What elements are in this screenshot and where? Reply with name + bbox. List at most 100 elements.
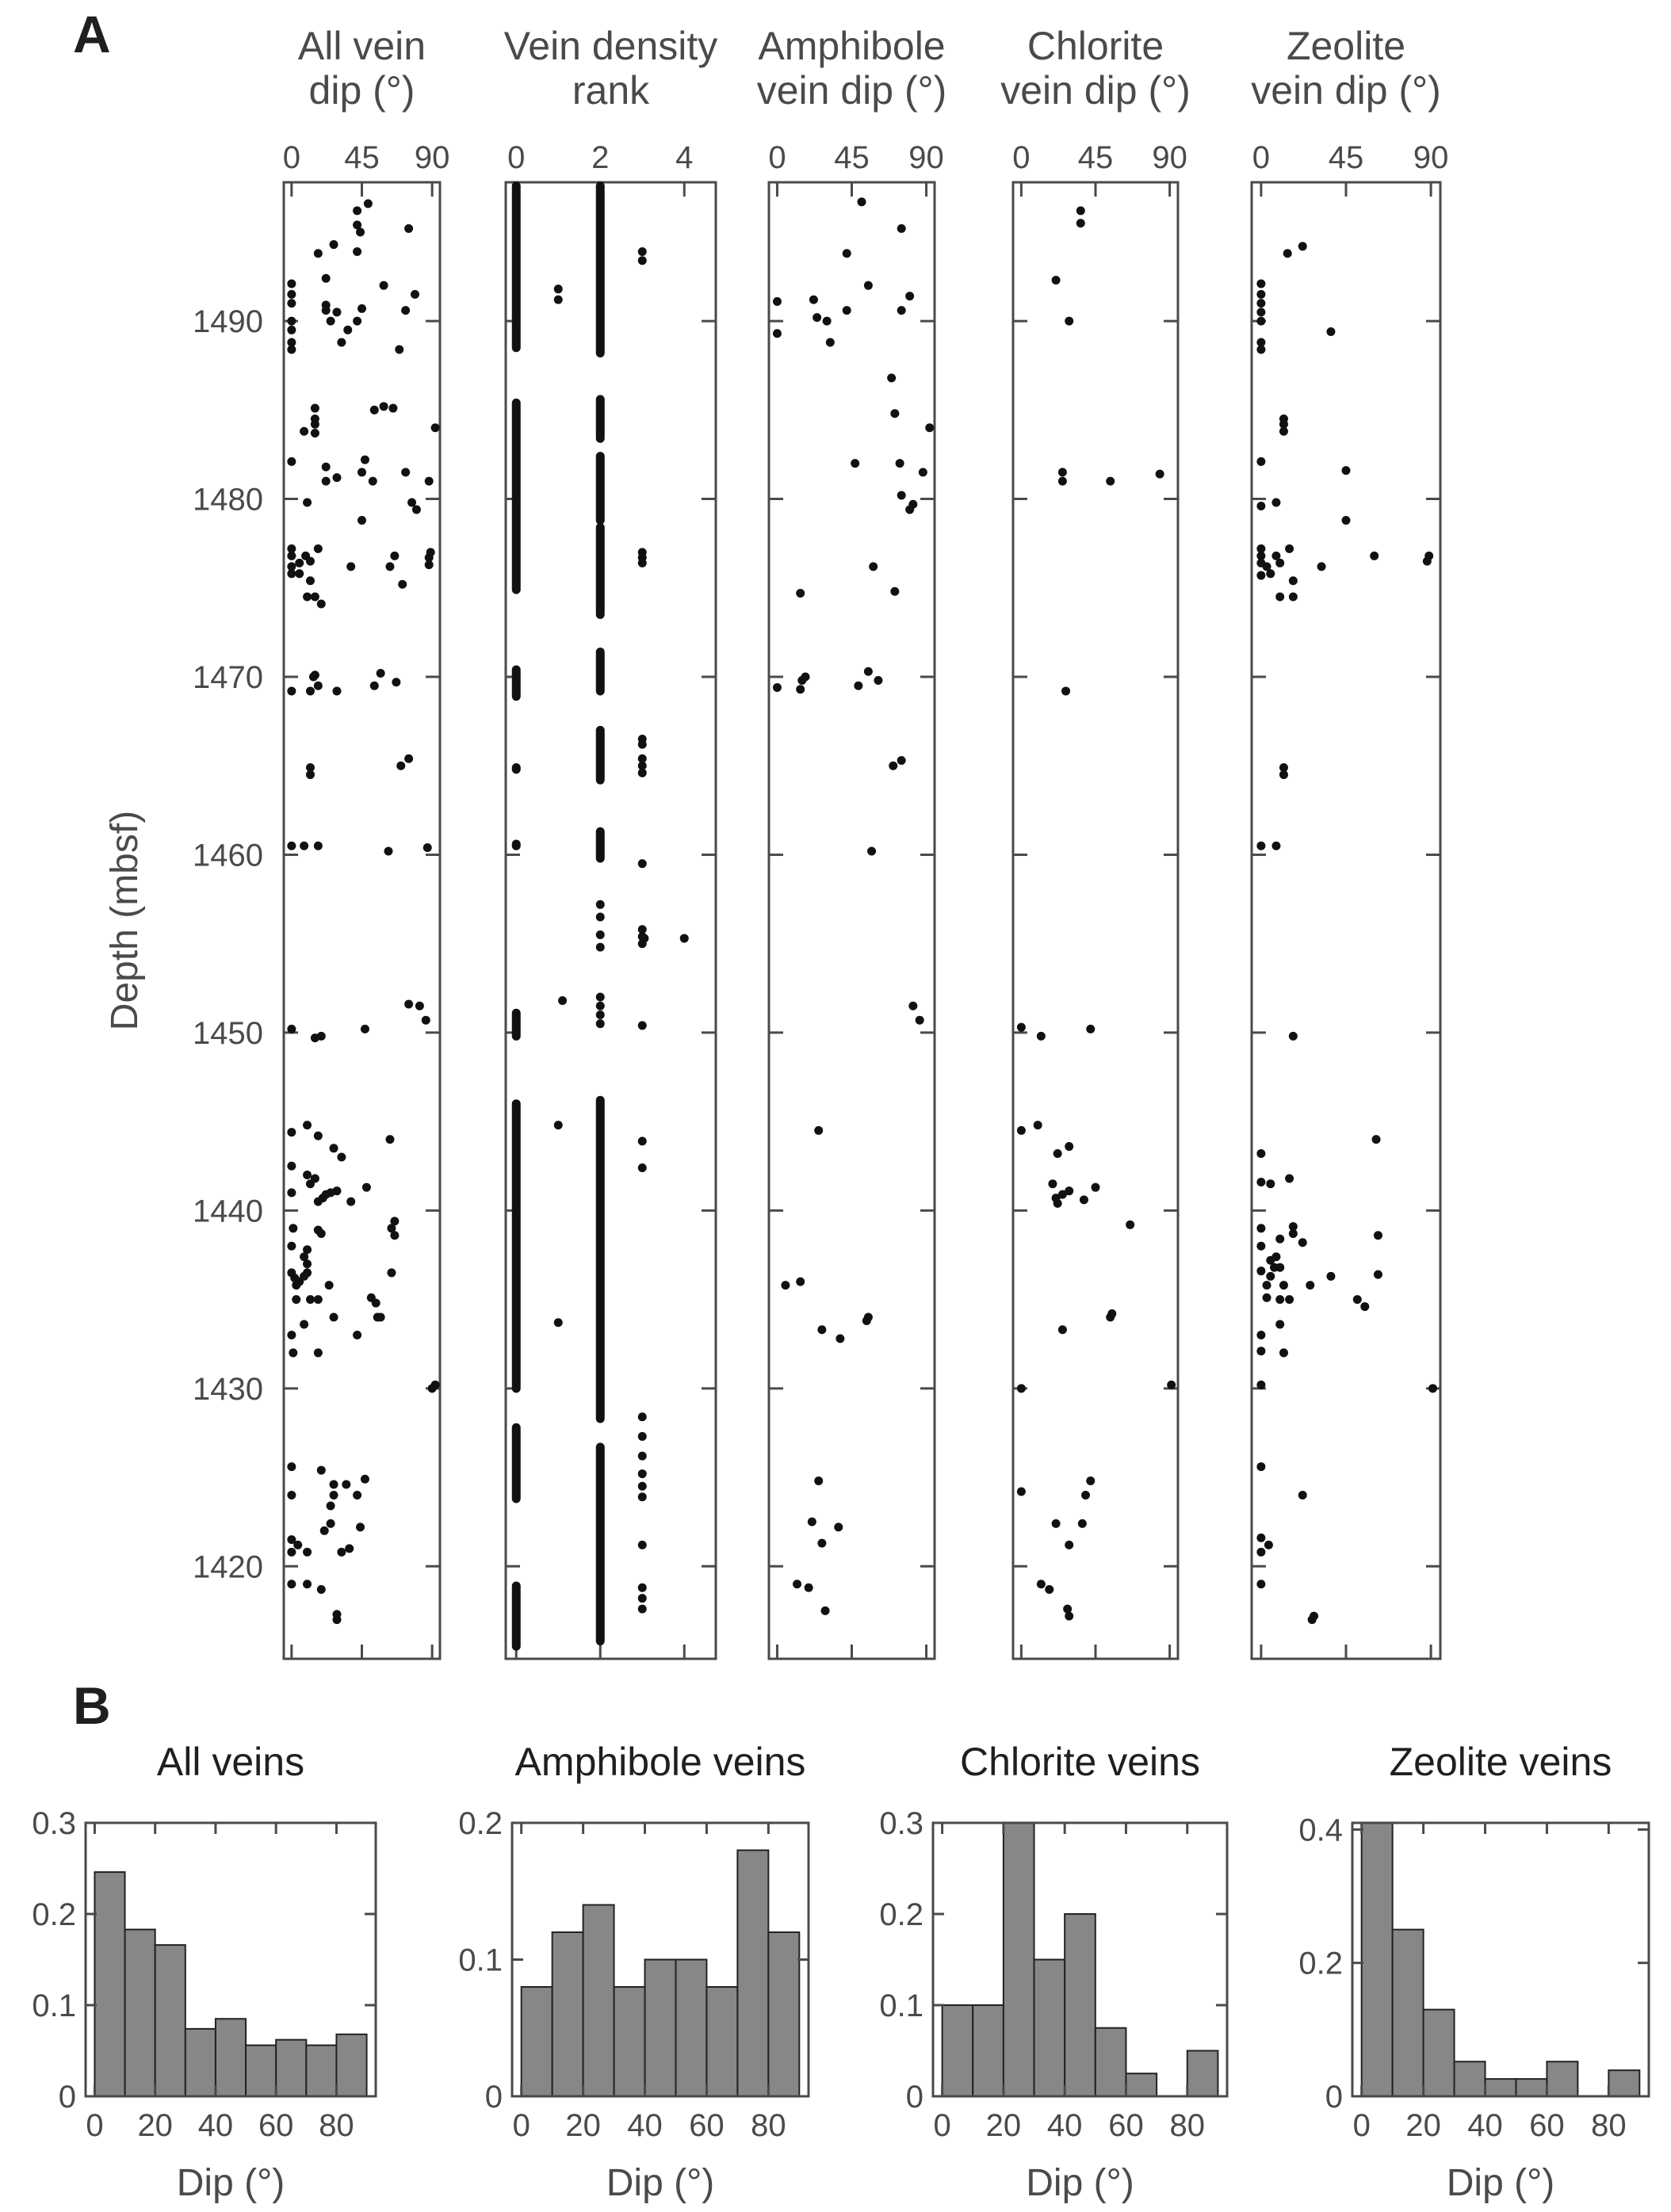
data-point <box>1317 562 1326 571</box>
data-point <box>303 1259 312 1269</box>
x-tick-label-60: 60 <box>1108 2108 1144 2143</box>
data-point <box>637 247 647 257</box>
data-point <box>404 999 414 1009</box>
data-point <box>358 468 366 477</box>
histogram-bar <box>551 1931 584 2097</box>
data-point <box>385 562 395 571</box>
histogram-bar <box>1515 2078 1548 2098</box>
column-frame <box>504 181 717 1660</box>
data-point <box>332 308 342 317</box>
data-point <box>1298 1238 1307 1247</box>
data-point <box>1275 1295 1285 1305</box>
data-point <box>385 1135 395 1144</box>
data-point <box>305 762 315 772</box>
data-point <box>303 1245 312 1255</box>
data-point <box>287 562 296 571</box>
data-point <box>1051 1519 1061 1528</box>
data-point <box>553 1318 563 1328</box>
data-point <box>287 569 296 579</box>
x-tick-label-90: 90 <box>908 140 944 175</box>
data-point <box>346 1197 356 1206</box>
data-point <box>637 735 647 744</box>
data-point <box>595 900 605 909</box>
data-point <box>897 306 906 315</box>
data-point <box>379 402 388 411</box>
data-point <box>1256 1149 1266 1159</box>
data-point <box>303 592 312 602</box>
data-point <box>1288 1031 1298 1041</box>
data-point <box>1285 544 1294 553</box>
data-point <box>396 761 406 770</box>
data-point <box>337 338 346 347</box>
data-point <box>637 761 647 770</box>
data-point <box>595 1001 605 1010</box>
data-point <box>1033 1121 1042 1130</box>
data-point <box>332 1610 342 1619</box>
data-point <box>342 1480 351 1489</box>
data-point <box>637 1583 647 1592</box>
histogram-bar <box>214 2018 247 2097</box>
data-point <box>392 678 401 687</box>
y-tick-label-0: 0 <box>1325 2080 1343 2115</box>
data-point <box>895 459 904 468</box>
data-point <box>1016 1384 1026 1393</box>
depth-tick-label-1480: 1480 <box>193 483 263 518</box>
data-point <box>360 455 369 464</box>
histogram-bar <box>1125 2073 1158 2097</box>
x-tick-label-20: 20 <box>137 2108 173 2143</box>
data-point <box>1065 1142 1074 1152</box>
data-point <box>1341 515 1351 525</box>
histogram-bar <box>1186 2050 1219 2097</box>
data-point <box>287 551 296 560</box>
data-point <box>1057 1325 1067 1335</box>
data-point <box>1326 1271 1336 1281</box>
data-point <box>1051 275 1061 285</box>
data-point <box>303 1268 312 1278</box>
column-title-line-1: Amphibole <box>758 24 945 68</box>
y-tick-label-3: 0.3 <box>32 1806 76 1841</box>
data-point <box>287 841 296 850</box>
data-point <box>825 338 835 347</box>
data-point <box>793 1580 802 1589</box>
data-point <box>287 1268 296 1278</box>
depth-tick-label-1440: 1440 <box>193 1194 263 1228</box>
data-point <box>1256 1266 1266 1276</box>
data-point <box>1053 1149 1062 1159</box>
depth-tick-label-1450: 1450 <box>193 1016 263 1051</box>
data-point <box>353 1330 362 1339</box>
data-point <box>287 325 296 334</box>
data-point <box>316 599 326 609</box>
data-point <box>305 770 315 779</box>
data-point <box>1275 1263 1285 1272</box>
histogram-4: 0 20 40 60 80 0 0.2 0.4 Zeolite veins Dip (°) <box>1298 1740 1650 2204</box>
data-point <box>1275 558 1285 567</box>
data-point <box>1036 1580 1046 1589</box>
data-point <box>1275 1320 1285 1329</box>
depth-tick-label-1490: 1490 <box>193 304 263 339</box>
data-point <box>329 1490 338 1499</box>
data-point <box>1279 1348 1288 1358</box>
data-point <box>1371 1135 1381 1144</box>
depth-axis-label: Depth (mbsf) <box>104 811 146 1030</box>
data-point <box>316 1584 326 1594</box>
data-point <box>289 1224 298 1233</box>
data-point <box>637 1163 647 1172</box>
histogram-bar <box>1391 1928 1424 2097</box>
histogram-xlabel: Dip (°) <box>1026 2162 1134 2204</box>
data-point <box>1279 770 1288 779</box>
data-point <box>326 316 335 326</box>
data-point <box>1057 1190 1067 1199</box>
data-point <box>329 1312 338 1322</box>
data-point <box>637 925 647 934</box>
x-tick-label-40: 40 <box>627 2108 663 2143</box>
data-point <box>1428 1384 1437 1393</box>
data-point <box>857 197 866 207</box>
histogram-xlabel: Dip (°) <box>1447 2162 1555 2204</box>
data-point <box>1256 289 1266 299</box>
x-tick-label-45: 45 <box>1078 140 1114 175</box>
data-point <box>303 1580 312 1589</box>
column-title-line-1: Zeolite <box>1287 24 1405 68</box>
x-tick-label-60: 60 <box>689 2108 725 2143</box>
data-point <box>287 345 296 354</box>
